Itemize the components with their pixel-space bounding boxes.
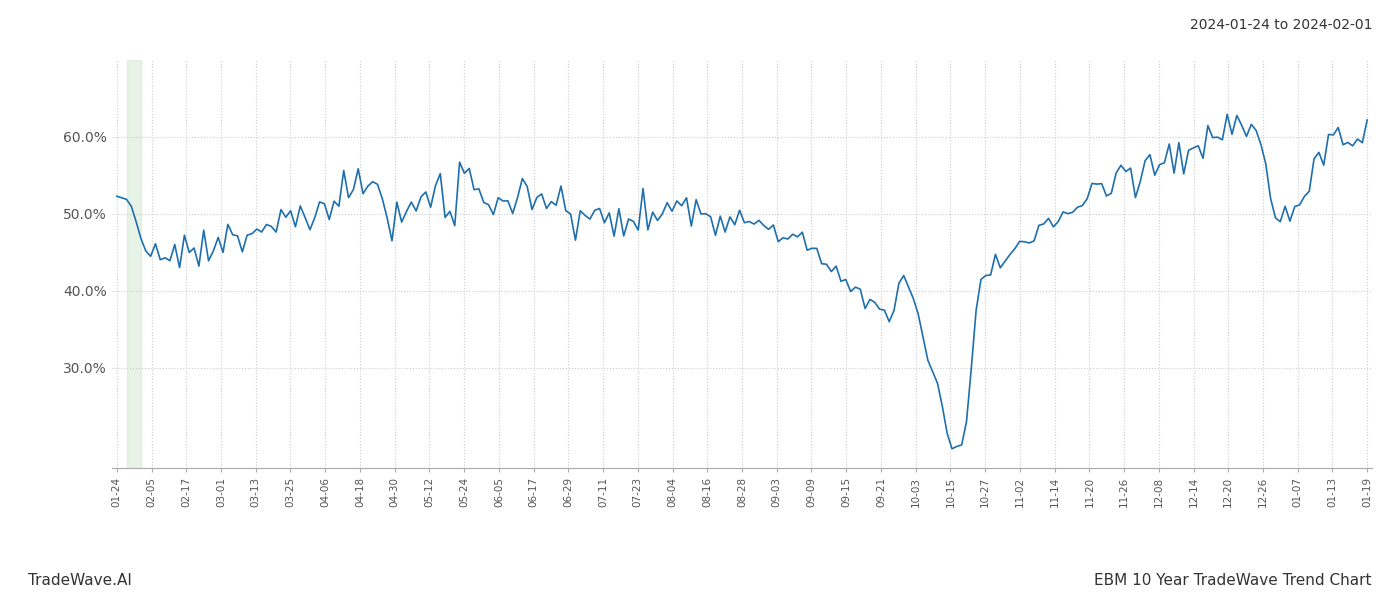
- Text: EBM 10 Year TradeWave Trend Chart: EBM 10 Year TradeWave Trend Chart: [1095, 573, 1372, 588]
- Bar: [127, 60, 141, 468]
- Text: TradeWave.AI: TradeWave.AI: [28, 573, 132, 588]
- Text: 2024-01-24 to 2024-02-01: 2024-01-24 to 2024-02-01: [1190, 18, 1372, 32]
